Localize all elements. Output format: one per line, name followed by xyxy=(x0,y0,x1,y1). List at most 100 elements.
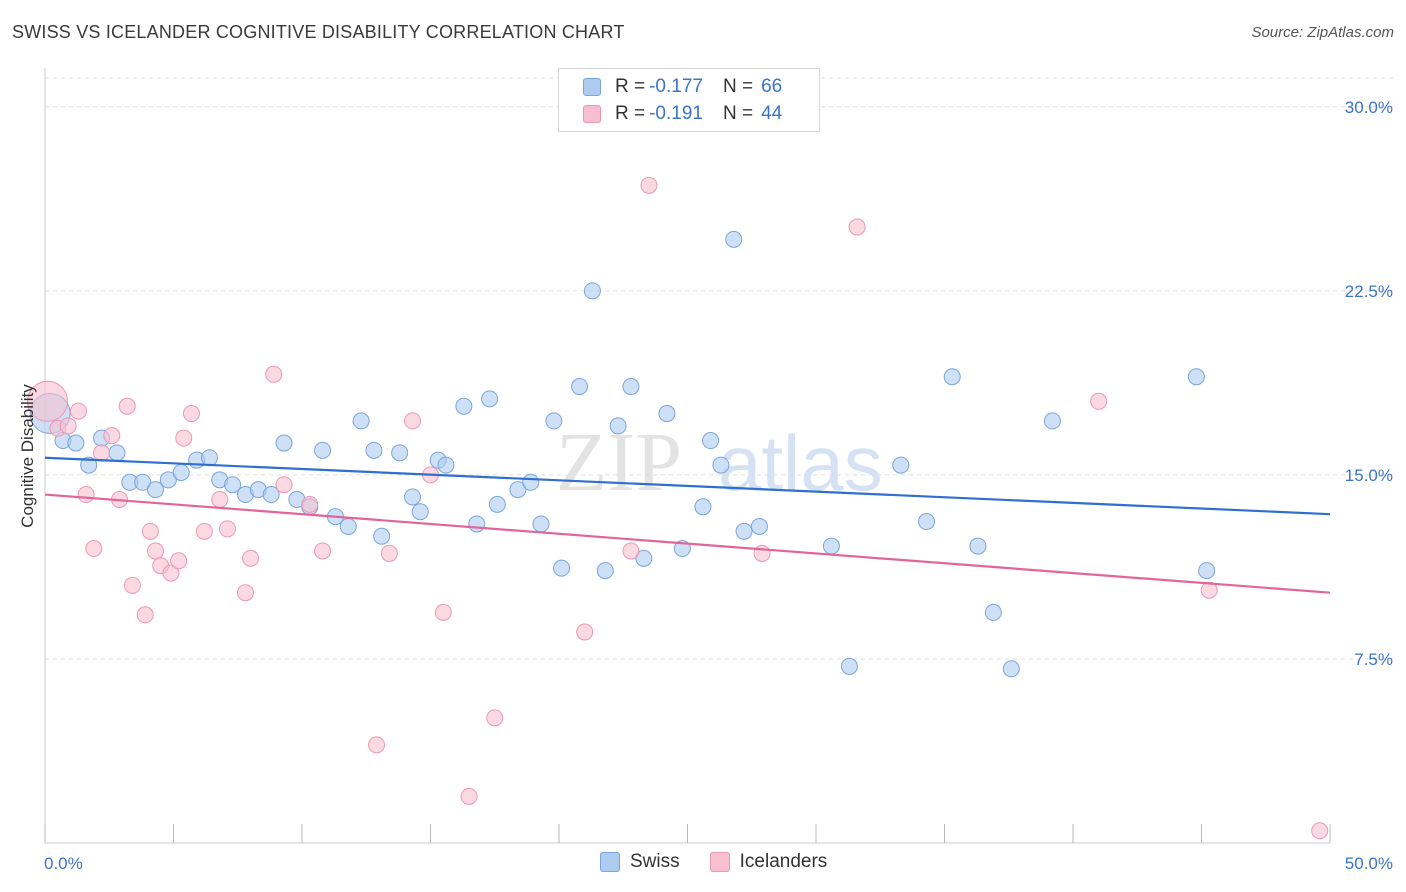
icelander-point xyxy=(147,542,165,560)
swiss-point xyxy=(365,441,383,459)
swiss-point xyxy=(694,498,712,516)
swiss-point xyxy=(262,486,280,504)
icelander-point xyxy=(242,549,260,567)
swiss-point xyxy=(224,476,242,494)
swiss-point xyxy=(1198,562,1216,580)
swiss-point xyxy=(553,559,571,577)
series-legend: Swiss Icelanders xyxy=(600,851,857,873)
swiss-point xyxy=(108,444,126,462)
swiss-point xyxy=(918,513,936,531)
icelander-point xyxy=(301,495,319,513)
legend-item-icelanders[interactable]: Icelanders xyxy=(709,851,827,873)
swiss-point xyxy=(522,473,540,491)
tick-labels: 7.5% 15.0% 22.5% 30.0% 0.0% 50.0% xyxy=(44,98,1393,873)
swiss-point xyxy=(481,390,499,408)
swiss-point xyxy=(134,473,152,491)
swiss-swatch xyxy=(583,78,601,96)
icelander-point xyxy=(182,405,200,423)
icelander-point xyxy=(622,542,640,560)
icelander-point xyxy=(275,476,293,494)
swiss-swatch xyxy=(600,852,620,872)
r-value: -0.177 xyxy=(649,76,703,97)
swiss-trend-line xyxy=(44,456,1331,516)
swiss-point xyxy=(840,657,858,675)
icelander-point xyxy=(460,787,478,805)
icelander-point xyxy=(236,584,254,602)
swiss-point xyxy=(969,537,987,555)
icelander-point xyxy=(123,576,141,594)
swiss-point xyxy=(712,456,730,474)
icelander-point xyxy=(848,218,866,236)
grid-lines xyxy=(45,77,1393,660)
swiss-point xyxy=(1187,368,1205,386)
icelander-point xyxy=(141,522,159,540)
swiss-point xyxy=(314,441,332,459)
icelander-point xyxy=(136,606,154,624)
icelander-point xyxy=(118,397,136,415)
swiss-point xyxy=(702,432,720,450)
r-label: R = xyxy=(615,76,646,97)
y-axis-label: Cognitive Disability xyxy=(18,384,37,528)
swiss-point xyxy=(725,230,743,248)
swiss-point xyxy=(571,378,589,396)
icelander-point xyxy=(211,490,229,508)
chart-title: SWISS VS ICELANDER COGNITIVE DISABILITY … xyxy=(12,22,625,42)
swiss-point xyxy=(509,481,527,499)
swiss-point xyxy=(1043,412,1061,430)
n-value: 44 xyxy=(761,103,783,124)
icelanders-trend-line xyxy=(44,493,1331,594)
swiss-point xyxy=(391,444,409,462)
y-tick-label: 30.0% xyxy=(1345,98,1393,117)
icelander-point xyxy=(27,380,69,422)
x-tick-label: 0.0% xyxy=(44,854,83,873)
icelander-point xyxy=(1200,581,1218,599)
icelander-point xyxy=(1090,392,1108,410)
swiss-point xyxy=(468,515,486,533)
r-label: R = xyxy=(615,103,646,124)
swiss-point xyxy=(373,527,391,545)
icelander-point xyxy=(85,540,103,558)
swiss-point xyxy=(411,503,429,521)
legend-label-swiss: Swiss xyxy=(630,851,680,872)
swiss-point xyxy=(984,603,1002,621)
swiss-point xyxy=(583,282,601,300)
axes xyxy=(44,68,1331,844)
n-label: N = xyxy=(722,76,754,97)
swiss-point xyxy=(404,488,422,506)
swiss-point xyxy=(822,537,840,555)
icelander-point xyxy=(59,417,77,435)
legend-item-swiss[interactable]: Swiss xyxy=(600,851,680,873)
swiss-point xyxy=(596,562,614,580)
icelander-point xyxy=(1311,822,1329,840)
icelanders-swatch xyxy=(709,852,730,872)
data-points xyxy=(27,176,1329,840)
icelander-point xyxy=(434,603,452,621)
swiss-point xyxy=(892,456,910,474)
icelander-point xyxy=(576,623,594,641)
icelander-point xyxy=(162,564,180,582)
icelander-point xyxy=(368,736,386,754)
swiss-point xyxy=(172,463,190,481)
icelander-point xyxy=(380,544,398,562)
y-tick-label: 7.5% xyxy=(1354,650,1393,669)
swiss-point xyxy=(67,434,85,452)
icelander-point xyxy=(69,402,87,420)
watermark: ZIP atlas xyxy=(556,416,883,509)
icelander-point xyxy=(486,709,504,727)
icelander-point xyxy=(77,486,95,504)
swiss-point xyxy=(488,495,506,513)
swiss-point xyxy=(275,434,293,452)
r-value: -0.191 xyxy=(649,103,703,124)
icelander-point xyxy=(170,552,188,570)
icelander-point xyxy=(103,427,121,445)
y-tick-label: 15.0% xyxy=(1345,466,1393,485)
icelander-point xyxy=(265,365,283,383)
swiss-point xyxy=(735,522,753,540)
swiss-point xyxy=(750,517,768,535)
swiss-point xyxy=(1002,660,1020,678)
swiss-point xyxy=(200,449,218,467)
x-tick-label: 50.0% xyxy=(1345,854,1393,873)
swiss-point xyxy=(609,417,627,435)
icelander-point xyxy=(640,176,658,194)
